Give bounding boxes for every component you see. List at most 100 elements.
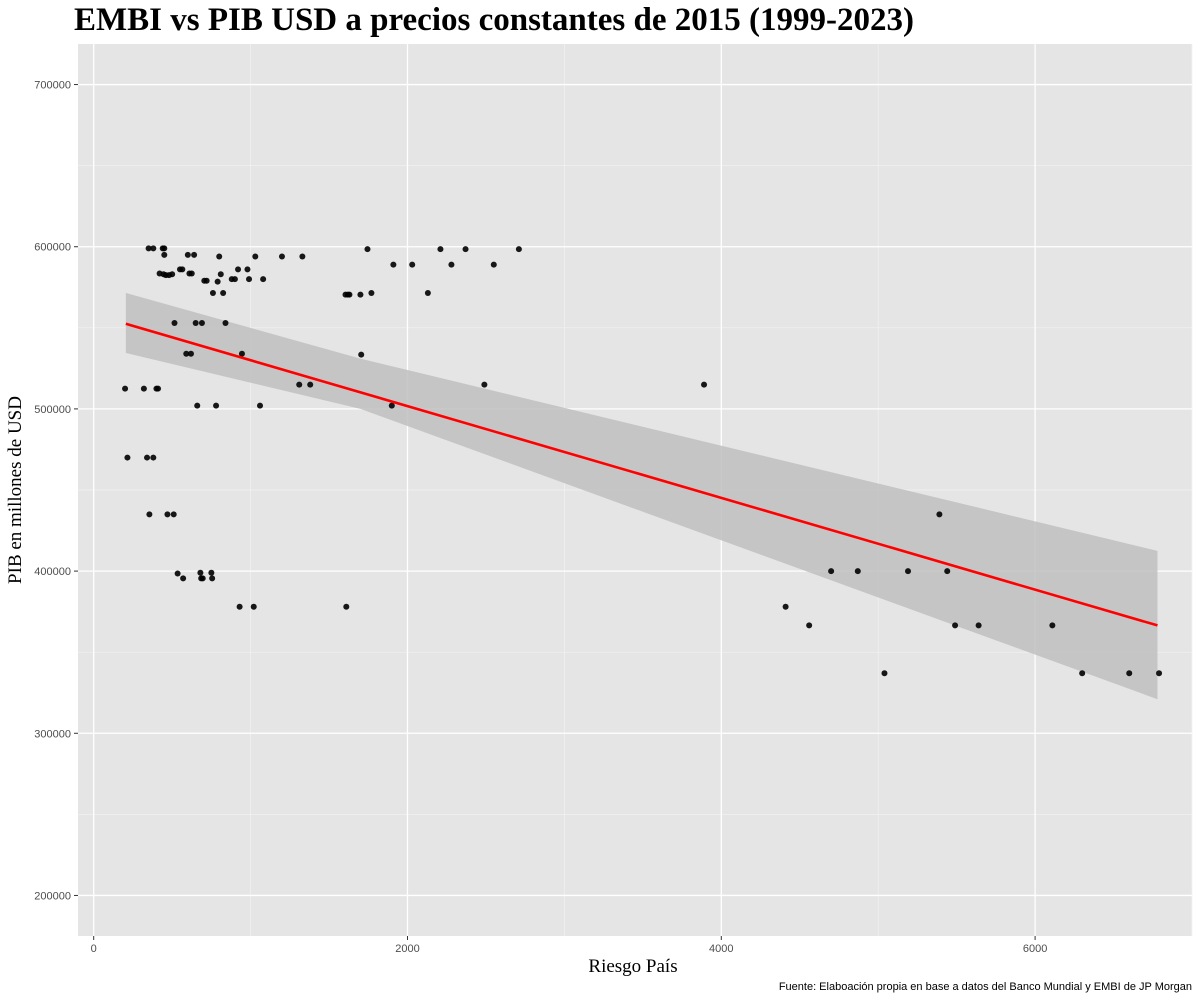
data-point — [490, 261, 497, 268]
x-tick-label: 4000 — [709, 943, 733, 955]
y-tick-label: 300000 — [34, 728, 71, 740]
data-point — [952, 622, 959, 629]
data-point — [252, 253, 259, 260]
data-point — [346, 291, 353, 298]
data-point — [171, 319, 178, 326]
data-point — [192, 319, 199, 326]
data-point — [881, 670, 888, 677]
data-point — [905, 568, 912, 575]
confidence-band — [125, 292, 1158, 700]
data-point — [244, 266, 251, 273]
y-axis-ticks: 200000 300000 400000 500000 600000 700000 — [34, 80, 78, 902]
data-point — [357, 291, 364, 298]
data-point — [164, 511, 171, 518]
data-point — [409, 261, 416, 268]
data-point — [448, 261, 455, 268]
data-point — [481, 381, 488, 388]
data-point — [701, 381, 708, 388]
data-point — [184, 251, 191, 258]
data-point — [209, 575, 216, 582]
data-point — [161, 245, 168, 252]
data-point — [307, 381, 314, 388]
data-point — [122, 385, 129, 392]
x-axis-ticks: 0 2000 4000 6000 — [91, 936, 1047, 955]
data-point — [180, 575, 187, 582]
data-point — [214, 278, 221, 285]
data-points — [122, 245, 1163, 677]
data-point — [213, 402, 220, 409]
data-point — [155, 385, 162, 392]
data-point — [238, 350, 245, 357]
data-point — [944, 568, 951, 575]
x-tick-label: 6000 — [1023, 943, 1047, 955]
data-point — [150, 454, 157, 461]
data-point — [217, 271, 224, 278]
data-point — [191, 251, 198, 258]
data-point — [515, 246, 522, 253]
data-point — [222, 319, 229, 326]
data-point — [144, 454, 151, 461]
data-point — [250, 603, 257, 610]
y-tick-label: 700000 — [34, 80, 71, 92]
data-point — [828, 568, 835, 575]
source-caption: Fuente: Elaboación propia en base a dato… — [778, 981, 1192, 993]
chart-title: EMBI vs PIB USD a precios constantes de … — [74, 2, 914, 38]
data-point — [236, 603, 243, 610]
data-point — [208, 569, 215, 576]
y-tick-label: 200000 — [34, 890, 71, 902]
data-point — [936, 511, 943, 518]
data-point — [388, 402, 395, 409]
data-point — [174, 570, 181, 577]
data-point — [1126, 670, 1133, 677]
data-point — [150, 245, 157, 252]
data-point — [169, 271, 176, 278]
y-axis-title: PIB en millones de USD — [5, 396, 26, 584]
data-point — [1049, 622, 1056, 629]
data-point — [343, 603, 350, 610]
data-point — [260, 276, 267, 283]
trend-line — [125, 322, 1158, 627]
x-tick-label: 2000 — [395, 943, 419, 955]
data-point — [188, 270, 195, 277]
data-point — [140, 385, 147, 392]
y-tick-label: 500000 — [34, 404, 71, 416]
data-point — [424, 289, 431, 296]
data-point — [296, 381, 303, 388]
data-point — [161, 251, 168, 258]
data-point — [278, 253, 285, 260]
data-point — [170, 511, 177, 518]
data-point — [146, 511, 153, 518]
y-tick-label: 400000 — [34, 566, 71, 578]
data-point — [209, 289, 216, 296]
data-point — [231, 276, 238, 283]
data-point — [358, 351, 365, 358]
data-point — [194, 402, 201, 409]
data-point — [975, 622, 982, 629]
data-point — [246, 276, 253, 283]
data-point — [145, 245, 152, 252]
y-tick-label: 600000 — [34, 242, 71, 254]
data-point — [854, 568, 861, 575]
data-point — [364, 246, 371, 253]
data-point — [203, 277, 210, 284]
data-point — [437, 246, 444, 253]
data-point — [806, 622, 813, 629]
data-point — [1156, 670, 1163, 677]
x-tick-label: 0 — [91, 943, 97, 955]
data-point — [179, 266, 186, 273]
data-point — [462, 246, 469, 253]
data-point — [299, 253, 306, 260]
data-point — [220, 289, 227, 296]
data-point — [368, 289, 375, 296]
data-point — [183, 350, 190, 357]
data-point — [235, 266, 242, 273]
data-point — [257, 402, 264, 409]
data-point — [390, 261, 397, 268]
data-point — [199, 575, 206, 582]
data-point — [187, 350, 194, 357]
data-point — [782, 603, 789, 610]
data-point — [216, 253, 223, 260]
data-point — [124, 454, 131, 461]
data-point — [1079, 670, 1086, 677]
x-axis-title: Riesgo País — [588, 956, 677, 977]
